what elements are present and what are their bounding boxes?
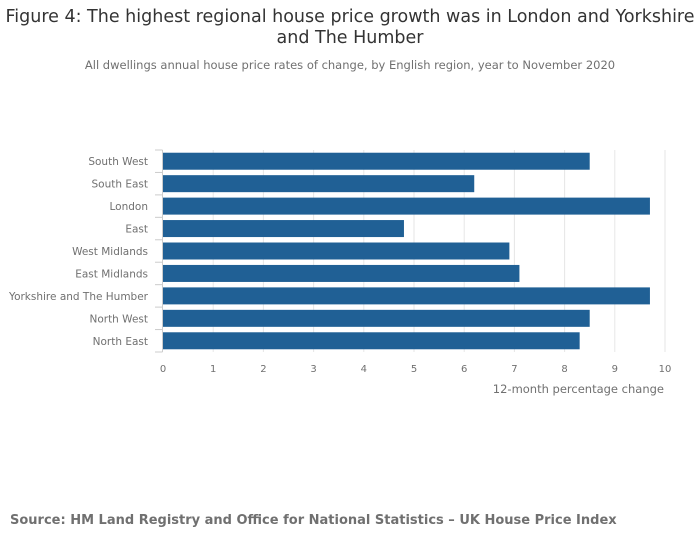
x-tick-label: 2: [260, 364, 266, 375]
bar: [163, 152, 590, 170]
bars: [163, 152, 650, 350]
category-label: North West: [89, 313, 148, 325]
bar: [163, 332, 580, 350]
bar: [163, 309, 590, 327]
x-tick-label: 10: [659, 364, 672, 375]
x-tick-label: 4: [361, 364, 367, 375]
bar: [163, 287, 650, 305]
bar: [163, 220, 404, 238]
x-tick-label: 7: [511, 364, 517, 375]
chart-subtitle: All dwellings annual house price rates o…: [84, 58, 616, 72]
x-tick-label: 6: [461, 364, 467, 375]
bar: [163, 264, 520, 282]
x-tick-label: 3: [310, 364, 316, 375]
x-tick-label: 0: [160, 364, 166, 375]
source-note: Source: HM Land Registry and Office for …: [10, 513, 617, 528]
category-label: West Midlands: [72, 246, 148, 258]
category-label: East: [125, 224, 148, 236]
bar: [163, 175, 475, 193]
x-tick-label: 5: [411, 364, 417, 375]
x-tick-label: 1: [210, 364, 216, 375]
x-tick-label: 9: [612, 364, 618, 375]
category-label: South East: [91, 179, 148, 191]
axes: 0 1 2 3 4 5 6 7 8 9 10 South West South East London Ea…: [8, 149, 672, 375]
category-label: East Midlands: [75, 268, 148, 280]
x-tick-label: 8: [561, 364, 567, 375]
bar: [163, 242, 510, 260]
category-label: Yorkshire and The Humber: [8, 291, 149, 303]
category-label: London: [110, 201, 149, 213]
chart-title: Figure 4: The highest regional house pri…: [5, 7, 695, 48]
x-axis-title: 12-month percentage change: [493, 382, 664, 396]
bar: [163, 197, 650, 215]
category-label: North East: [93, 336, 148, 348]
category-label: South West: [88, 156, 148, 168]
